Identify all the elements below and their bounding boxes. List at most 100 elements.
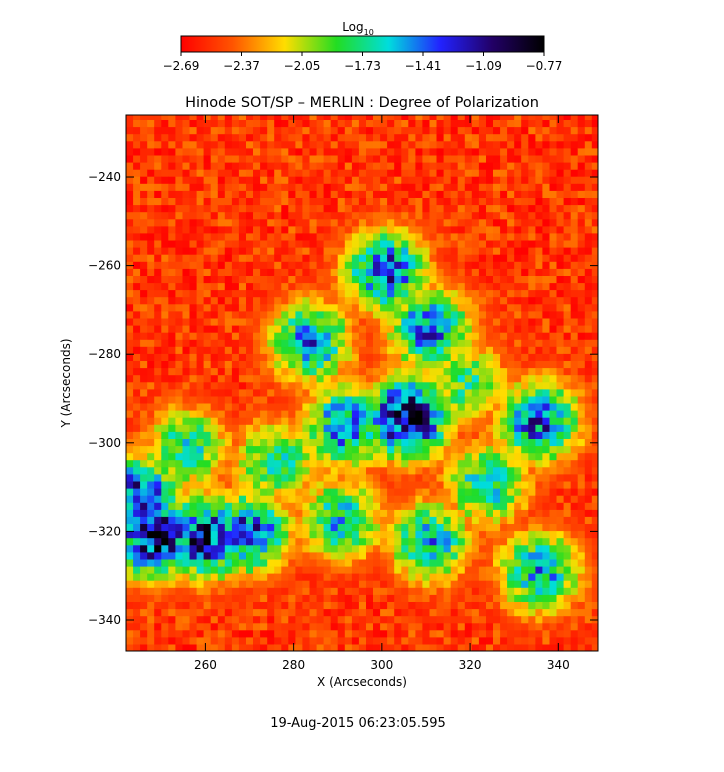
heatmap-cell <box>571 162 579 170</box>
heatmap-cell <box>564 559 572 567</box>
heatmap-cell <box>281 148 289 156</box>
heatmap-cell <box>267 502 275 510</box>
heatmap-cell <box>133 389 141 397</box>
heatmap-cell <box>147 509 155 517</box>
heatmap-cell <box>415 446 423 454</box>
heatmap-cell <box>281 616 289 624</box>
heatmap-cell <box>331 233 339 241</box>
heatmap-cell <box>310 226 318 234</box>
heatmap-cell <box>302 311 310 319</box>
heatmap-cell <box>479 453 487 461</box>
heatmap-cell <box>550 375 558 383</box>
heatmap-cell <box>387 644 395 652</box>
heatmap-cell <box>359 523 367 531</box>
heatmap-cell <box>359 240 367 248</box>
heatmap-cell <box>281 467 289 475</box>
heatmap-cell <box>571 290 579 298</box>
heatmap-cell <box>239 644 247 652</box>
heatmap-cell <box>521 609 529 617</box>
heatmap-cell <box>493 332 501 340</box>
heatmap-cell <box>267 559 275 567</box>
heatmap-cell <box>437 424 445 432</box>
heatmap-cell <box>331 431 339 439</box>
heatmap-cell <box>373 538 381 546</box>
heatmap-cell <box>359 424 367 432</box>
heatmap-cell <box>232 353 240 361</box>
heatmap-cell <box>500 644 508 652</box>
heatmap-cell <box>408 410 416 418</box>
heatmap-cell <box>528 275 536 283</box>
heatmap-cell <box>535 481 543 489</box>
heatmap-cell <box>338 630 346 638</box>
heatmap-cell <box>175 169 183 177</box>
heatmap-cell <box>133 332 141 340</box>
heatmap-cell <box>444 127 452 135</box>
heatmap-cell <box>324 424 332 432</box>
heatmap-cell <box>507 623 515 631</box>
heatmap-cell <box>338 474 346 482</box>
heatmap-cell <box>542 587 550 595</box>
heatmap-cell <box>359 311 367 319</box>
heatmap-cell <box>168 240 176 248</box>
heatmap-cell <box>394 368 402 376</box>
heatmap-cell <box>267 368 275 376</box>
heatmap-cell <box>183 247 191 255</box>
heatmap-cell <box>310 368 318 376</box>
heatmap-cell <box>437 233 445 241</box>
heatmap-cell <box>408 275 416 283</box>
heatmap-cell <box>444 495 452 503</box>
heatmap-cell <box>246 594 254 602</box>
heatmap-cell <box>507 545 515 553</box>
heatmap-cell <box>514 183 522 191</box>
heatmap-cell <box>324 197 332 205</box>
heatmap-cell <box>430 403 438 411</box>
heatmap-cell <box>190 417 198 425</box>
heatmap-cell <box>571 141 579 149</box>
heatmap-cell <box>204 410 212 418</box>
heatmap-cell <box>324 368 332 376</box>
heatmap-cell <box>267 290 275 298</box>
heatmap-cell <box>528 474 536 482</box>
heatmap-cell <box>451 240 459 248</box>
heatmap-cell <box>430 460 438 468</box>
heatmap-cell <box>133 594 141 602</box>
heatmap-cell <box>507 212 515 220</box>
heatmap-cell <box>288 339 296 347</box>
heatmap-cell <box>430 112 438 120</box>
heatmap-cell <box>281 580 289 588</box>
heatmap-cell <box>317 488 325 496</box>
heatmap-cell <box>331 403 339 411</box>
heatmap-cell <box>281 254 289 262</box>
heatmap-cell <box>211 424 219 432</box>
heatmap-cell <box>133 141 141 149</box>
heatmap-cell <box>331 424 339 432</box>
heatmap-cell <box>246 410 254 418</box>
heatmap-cell <box>550 594 558 602</box>
heatmap-cell <box>585 495 593 503</box>
heatmap-cell <box>218 417 226 425</box>
heatmap-cell <box>444 616 452 624</box>
heatmap-cell <box>521 580 529 588</box>
heatmap-cell <box>550 205 558 213</box>
heatmap-cell <box>253 332 261 340</box>
heatmap-cell <box>458 523 466 531</box>
heatmap-cell <box>218 382 226 390</box>
heatmap-cell <box>190 495 198 503</box>
heatmap-cell <box>408 197 416 205</box>
heatmap-cell <box>204 240 212 248</box>
heatmap-cell <box>444 311 452 319</box>
heatmap-cell <box>387 623 395 631</box>
heatmap-cell <box>338 431 346 439</box>
heatmap-cell <box>218 219 226 227</box>
heatmap-cell <box>331 169 339 177</box>
heatmap-cell <box>550 495 558 503</box>
heatmap-cell <box>295 162 303 170</box>
heatmap-cell <box>542 325 550 333</box>
heatmap-cell <box>295 268 303 276</box>
heatmap-cell <box>168 346 176 354</box>
heatmap-cell <box>465 417 473 425</box>
heatmap-cell <box>253 460 261 468</box>
heatmap-cell <box>267 453 275 461</box>
heatmap-cell <box>274 190 282 198</box>
heatmap-cell <box>564 623 572 631</box>
